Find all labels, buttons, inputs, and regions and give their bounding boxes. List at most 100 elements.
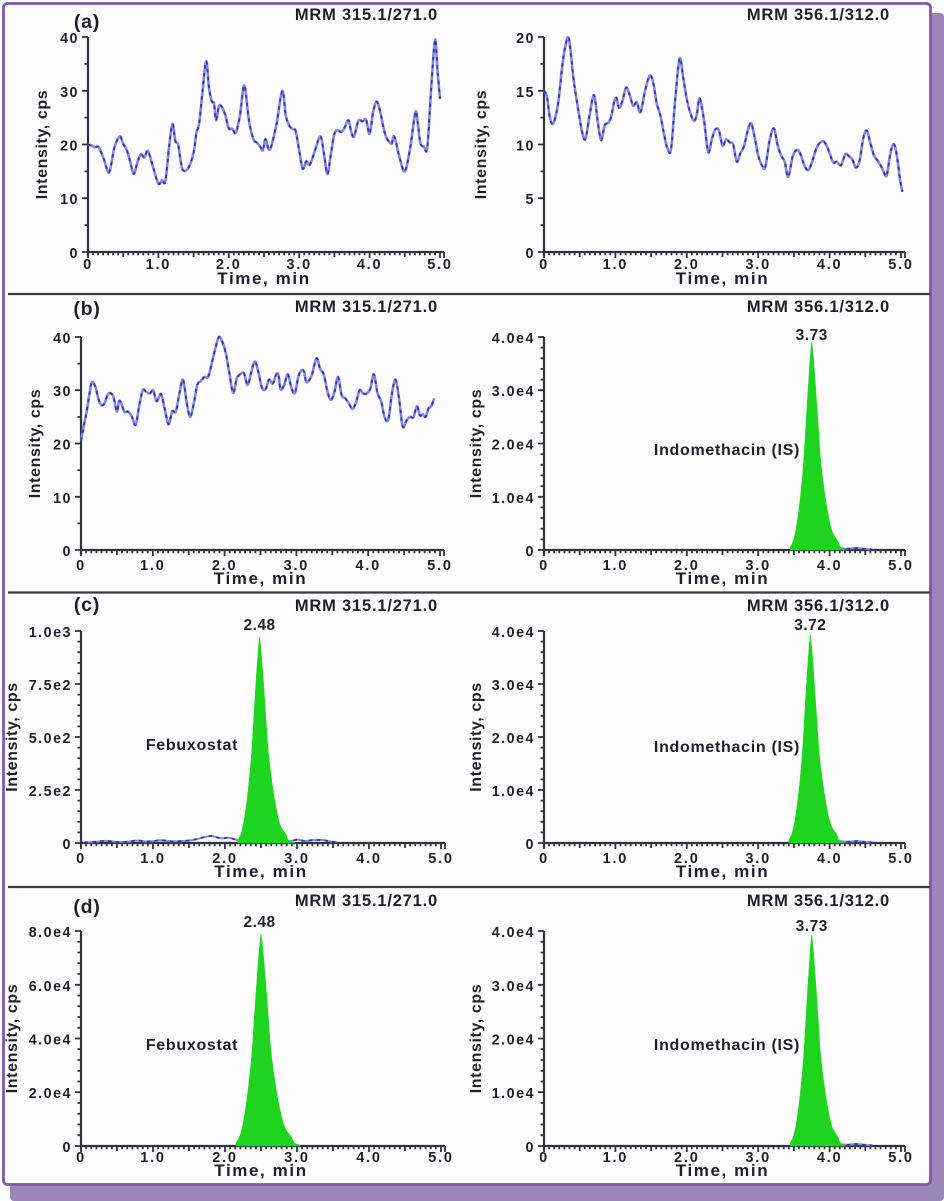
svg-text:0: 0 — [63, 544, 72, 560]
svg-text:4.0: 4.0 — [817, 257, 843, 273]
svg-text:3.0: 3.0 — [745, 257, 771, 273]
svg-text:1.0e4: 1.0e4 — [492, 784, 535, 800]
svg-text:4.0e4: 4.0e4 — [492, 925, 535, 941]
svg-text:5.0: 5.0 — [888, 257, 914, 273]
svg-text:Indomethacin (IS): Indomethacin (IS) — [654, 442, 800, 459]
svg-text:3.73: 3.73 — [796, 327, 828, 344]
svg-text:MRM 315.1/271.0: MRM 315.1/271.0 — [295, 597, 438, 615]
svg-text:0: 0 — [76, 558, 86, 574]
svg-text:5: 5 — [526, 192, 535, 208]
svg-text:Intensity, cps: Intensity, cps — [4, 984, 21, 1093]
svg-text:3.0: 3.0 — [286, 257, 312, 273]
svg-text:8.0e4: 8.0e4 — [29, 925, 72, 941]
svg-text:4.0: 4.0 — [356, 851, 382, 867]
svg-text:1.0: 1.0 — [140, 558, 166, 574]
svg-text:10: 10 — [60, 192, 79, 208]
svg-text:Intensity, cps: Intensity, cps — [34, 90, 51, 199]
svg-text:1.0e4: 1.0e4 — [492, 491, 535, 507]
svg-text:1.0e4: 1.0e4 — [492, 1086, 535, 1102]
svg-text:2.0e4: 2.0e4 — [29, 1086, 72, 1102]
svg-text:2.48: 2.48 — [243, 914, 275, 931]
svg-text:1.0: 1.0 — [140, 1150, 166, 1166]
svg-text:3.0e4: 3.0e4 — [492, 384, 535, 400]
svg-text:1.0: 1.0 — [603, 257, 629, 273]
svg-text:2.0: 2.0 — [212, 851, 238, 867]
svg-text:2.48: 2.48 — [243, 617, 275, 634]
svg-text:2.0: 2.0 — [674, 851, 700, 867]
svg-text:2.0: 2.0 — [212, 558, 238, 574]
svg-text:2.5e2: 2.5e2 — [29, 784, 72, 800]
svg-text:4.0: 4.0 — [356, 1150, 382, 1166]
svg-text:1.0e3: 1.0e3 — [29, 625, 72, 641]
svg-text:Time, min: Time, min — [676, 1161, 769, 1180]
svg-text:5.0: 5.0 — [428, 851, 454, 867]
svg-text:4.0: 4.0 — [817, 558, 843, 574]
svg-text:2.0e4: 2.0e4 — [492, 1033, 535, 1049]
svg-text:6.0e4: 6.0e4 — [29, 979, 72, 995]
svg-text:Intensity, cps: Intensity, cps — [468, 984, 485, 1093]
svg-text:3.0: 3.0 — [284, 1150, 310, 1166]
svg-text:4.0e4: 4.0e4 — [492, 331, 535, 347]
svg-text:7.5e2: 7.5e2 — [29, 678, 72, 694]
svg-text:MRM 356.1/312.0: MRM 356.1/312.0 — [747, 6, 890, 24]
svg-text:4.0e4: 4.0e4 — [29, 1033, 72, 1049]
svg-text:MRM 356.1/312.0: MRM 356.1/312.0 — [747, 597, 890, 615]
svg-text:1.0: 1.0 — [146, 257, 172, 273]
svg-text:0: 0 — [76, 1150, 86, 1166]
svg-text:2.0: 2.0 — [216, 257, 242, 273]
svg-text:30: 30 — [60, 85, 79, 101]
svg-text:3.0e4: 3.0e4 — [492, 979, 535, 995]
svg-text:3.0: 3.0 — [745, 558, 771, 574]
svg-text:MRM 356.1/312.0: MRM 356.1/312.0 — [747, 298, 890, 316]
svg-text:3.0: 3.0 — [284, 851, 310, 867]
svg-text:0: 0 — [539, 257, 549, 273]
svg-text:2.0: 2.0 — [674, 1150, 700, 1166]
svg-text:5.0: 5.0 — [888, 558, 914, 574]
svg-text:0: 0 — [70, 246, 79, 262]
svg-text:MRM 315.1/271.0: MRM 315.1/271.0 — [295, 298, 438, 316]
svg-text:20: 20 — [60, 139, 79, 155]
svg-text:0: 0 — [63, 1140, 72, 1156]
svg-text:3.0: 3.0 — [284, 558, 310, 574]
svg-text:Time, min: Time, min — [676, 269, 769, 288]
svg-text:Time, min: Time, min — [676, 862, 769, 881]
svg-text:5.0: 5.0 — [427, 558, 453, 574]
svg-text:4.0: 4.0 — [357, 257, 383, 273]
svg-text:40: 40 — [60, 31, 79, 47]
svg-text:3.73: 3.73 — [796, 918, 828, 935]
svg-text:10: 10 — [516, 139, 535, 155]
svg-text:Time, min: Time, min — [214, 1161, 307, 1180]
svg-text:20: 20 — [53, 438, 72, 454]
svg-text:Intensity, cps: Intensity, cps — [473, 90, 490, 199]
svg-text:Indomethacin (IS): Indomethacin (IS) — [654, 1037, 800, 1054]
svg-text:0: 0 — [526, 1140, 535, 1156]
svg-text:10: 10 — [53, 491, 72, 507]
svg-text:0: 0 — [526, 544, 535, 560]
svg-text:0: 0 — [539, 851, 549, 867]
svg-text:2.0e4: 2.0e4 — [492, 731, 535, 747]
svg-text:MRM 315.1/271.0: MRM 315.1/271.0 — [295, 6, 438, 24]
svg-text:3.0: 3.0 — [745, 1150, 771, 1166]
svg-text:2.0e4: 2.0e4 — [492, 438, 535, 454]
svg-text:0: 0 — [539, 558, 549, 574]
svg-text:4.0: 4.0 — [817, 851, 843, 867]
svg-text:4.0: 4.0 — [817, 1150, 843, 1166]
svg-text:Time, min: Time, min — [214, 569, 307, 588]
svg-text:Intensity, cps: Intensity, cps — [4, 682, 21, 791]
svg-text:4.0: 4.0 — [355, 558, 381, 574]
svg-text:15: 15 — [516, 85, 535, 101]
svg-text:3.0e4: 3.0e4 — [492, 678, 535, 694]
svg-text:Intensity, cps: Intensity, cps — [468, 682, 485, 791]
svg-text:Indomethacin (IS): Indomethacin (IS) — [654, 739, 800, 756]
svg-text:0: 0 — [526, 837, 535, 853]
svg-text:5.0: 5.0 — [888, 1150, 914, 1166]
svg-text:(b): (b) — [73, 298, 100, 320]
svg-text:3.0: 3.0 — [745, 851, 771, 867]
svg-text:(a): (a) — [74, 11, 100, 33]
svg-text:Intensity, cps: Intensity, cps — [468, 389, 485, 498]
svg-text:Febuxostat: Febuxostat — [146, 737, 238, 754]
svg-text:30: 30 — [53, 384, 72, 400]
svg-text:1.0: 1.0 — [140, 851, 166, 867]
svg-text:MRM 356.1/312.0: MRM 356.1/312.0 — [747, 892, 890, 910]
svg-text:2.0: 2.0 — [674, 257, 700, 273]
